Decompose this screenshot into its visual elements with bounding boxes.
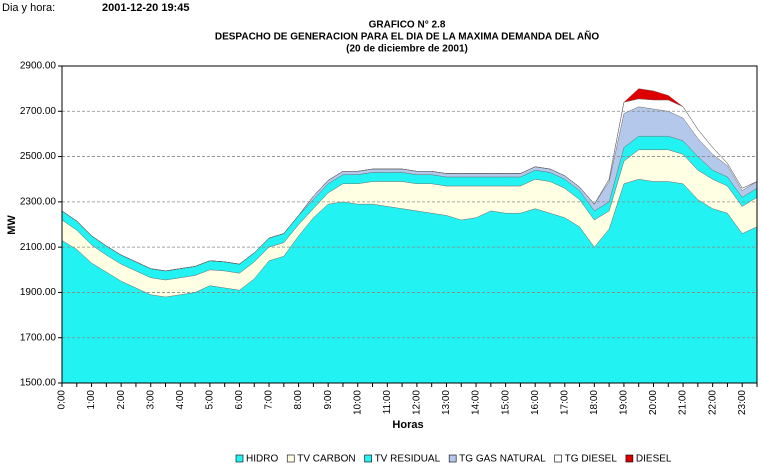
y-tick-label: 1500.00	[20, 378, 57, 389]
x-tick-label: 21:00	[678, 390, 689, 415]
chart-title: GRAFICO N° 2.8	[369, 20, 446, 31]
x-tick-label: 19:00	[619, 390, 630, 415]
y-tick-label: 1900.00	[20, 287, 57, 298]
x-tick-label: 22:00	[707, 390, 718, 415]
y-tick-label: 2900.00	[20, 61, 57, 72]
x-tick-label: 7:00	[264, 390, 275, 410]
x-tick-label: 3:00	[145, 390, 156, 410]
legend-label: HIDRO	[246, 454, 278, 465]
legend-label: TV RESIDUAL	[375, 454, 441, 465]
y-tick-label: 1700.00	[20, 332, 57, 343]
x-tick-label: 12:00	[412, 390, 423, 415]
chart-subtitle: DESPACHO DE GENERACION PARA EL DIA DE LA…	[215, 30, 599, 43]
x-tick-label: 17:00	[559, 390, 570, 415]
x-tick-label: 1:00	[86, 390, 97, 410]
y-tick-label: 2300.00	[20, 196, 57, 207]
x-tick-label: 5:00	[205, 390, 216, 410]
x-tick-label: 6:00	[234, 390, 245, 410]
x-tick-label: 18:00	[589, 390, 600, 415]
x-tick-label: 14:00	[471, 390, 482, 415]
legend-label: DIESEL	[636, 454, 672, 465]
legend-label: TG GAS NATURAL	[459, 454, 546, 465]
x-tick-label: 2:00	[116, 390, 127, 410]
header-label: Dia y hora:	[2, 2, 55, 14]
y-tick-label: 2100.00	[20, 242, 57, 253]
plot-border	[61, 65, 758, 384]
x-axis-label: Horas	[392, 419, 423, 431]
y-axis-label: MW	[6, 215, 18, 235]
legend-swatch	[286, 454, 295, 463]
y-tick-label: 2700.00	[20, 106, 57, 117]
x-tick-label: 4:00	[175, 390, 186, 410]
legend-swatch	[364, 454, 372, 463]
x-tick-label: 15:00	[500, 390, 511, 415]
x-tick-label: 16:00	[530, 390, 541, 415]
x-tick-label: 23:00	[737, 390, 748, 415]
legend-label: TV CARBON	[297, 454, 355, 465]
legend-swatch	[448, 454, 457, 463]
x-tick-label: 8:00	[293, 390, 304, 410]
x-tick-label: 11:00	[382, 390, 393, 415]
x-tick-label: 0:00	[57, 390, 68, 410]
legend-label: TG DIESEL	[565, 454, 618, 465]
x-tick-label: 10:00	[352, 390, 363, 415]
y-tick-label: 2500.00	[20, 151, 57, 162]
chart-subtitle: (20 de diciembre de 2001)	[346, 44, 468, 55]
x-tick-label: 20:00	[648, 390, 659, 415]
legend-swatch	[625, 454, 634, 463]
header-datetime: 2001-12-20 19:45	[102, 2, 189, 14]
x-tick-label: 9:00	[323, 390, 334, 410]
legend-swatch	[235, 454, 244, 463]
legend-swatch	[554, 454, 562, 463]
x-tick-label: 13:00	[441, 390, 452, 415]
